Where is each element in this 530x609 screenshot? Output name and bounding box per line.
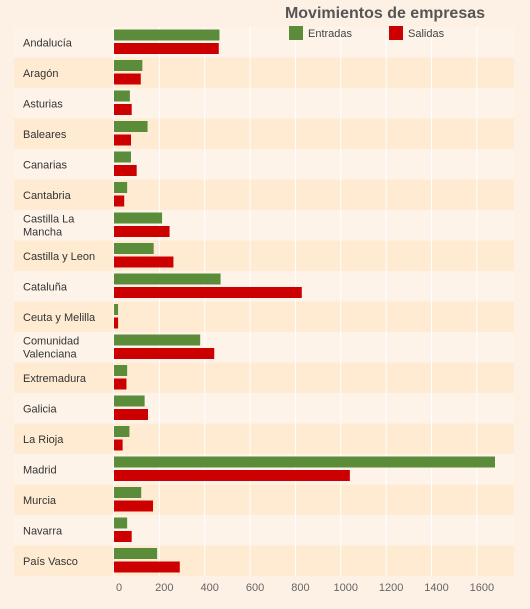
category-label: La Rioja [23,434,64,446]
x-tick-label: 200 [155,582,173,594]
legend: Entradas Salidas [289,26,445,40]
bar-salidas [114,317,119,329]
row-band [14,57,514,88]
bar-salidas [114,439,123,451]
category-label: País Vasco [23,556,78,568]
bar-entradas [114,517,128,529]
legend-swatch-salidas [389,26,403,40]
row-band [14,27,514,58]
category-label: Aragón [23,68,58,80]
row-band [14,362,514,393]
row-band [14,210,514,241]
row-band [14,118,514,149]
bar-entradas [114,29,220,41]
category-label: Ceuta y Melilla [23,312,96,324]
category-label: Cantabria [23,190,72,202]
bar-entradas [114,487,142,498]
bar-salidas [114,256,174,268]
bar-salidas [114,531,132,542]
category-label: Navarra [23,525,63,537]
bar-entradas [114,90,130,102]
bar-salidas [114,470,350,481]
bar-entradas [114,304,119,315]
row-bands [14,27,514,576]
bar-salidas [114,165,137,176]
x-tick-label: 1600 [470,582,494,594]
x-tick-label: 400 [201,582,219,594]
bar-salidas [114,287,302,298]
category-label: Baleares [23,129,67,141]
bars [114,29,495,573]
row-band [14,484,514,515]
category-label: Madrid [23,464,57,476]
chart-title: Movimientos de empresas [285,5,485,22]
bar-entradas [114,426,130,437]
category-label: Cataluña [23,281,68,293]
bar-entradas [114,548,158,559]
bar-entradas [114,212,163,224]
legend-label-salidas: Salidas [408,28,445,40]
bar-salidas [114,73,141,85]
row-band [14,240,514,271]
category-label: Castilla La Mancha [23,213,75,238]
x-tick-label: 800 [291,582,309,594]
bar-salidas [114,409,149,420]
legend-swatch-entradas [289,26,303,40]
category-label: Asturias [23,98,63,110]
bar-salidas [114,561,180,573]
row-band [14,301,514,332]
row-band [14,332,514,363]
category-label: Comunidad Valenciana [23,335,79,360]
bar-entradas [114,60,143,71]
bar-salidas [114,134,132,146]
x-tick-label: 0 [116,582,122,594]
category-label: Murcia [23,495,57,507]
bar-salidas [114,500,154,512]
bar-salidas [114,195,125,207]
bar-entradas [114,365,128,376]
x-tick-label: 600 [246,582,264,594]
bar-entradas [114,395,145,407]
bar-entradas [114,151,132,163]
row-band [14,515,514,546]
category-label: Canarias [23,159,68,171]
x-tick-label: 1000 [334,582,358,594]
bar-entradas [114,121,148,132]
bar-entradas [114,334,201,346]
bar-entradas [114,243,154,254]
row-band [14,545,514,576]
row-band [14,88,514,119]
bar-salidas [114,226,170,237]
row-band [14,179,514,210]
legend-label-entradas: Entradas [308,28,353,40]
bar-salidas [114,378,127,390]
category-label: Castilla y Leon [23,251,95,263]
gridlines [113,27,478,576]
bar-salidas [114,348,215,359]
bar-entradas [114,456,495,468]
category-label: Andalucía [23,37,73,49]
category-label: Extremadura [23,373,87,385]
x-tick-label: 1400 [424,582,448,594]
category-label: Galicia [23,403,58,415]
bar-entradas [114,273,221,285]
bar-salidas [114,104,132,115]
bar-salidas [114,43,219,54]
row-band [14,393,514,424]
category-labels: Andalucía Aragón Asturias Baleares Canarias C… [23,37,96,568]
bar-entradas [114,182,128,193]
x-axis-ticks: 0 200 400 600 800 1000 1200 1400 1600 [116,582,494,594]
x-tick-label: 1200 [379,582,403,594]
row-band [14,149,514,180]
row-band [14,423,514,454]
